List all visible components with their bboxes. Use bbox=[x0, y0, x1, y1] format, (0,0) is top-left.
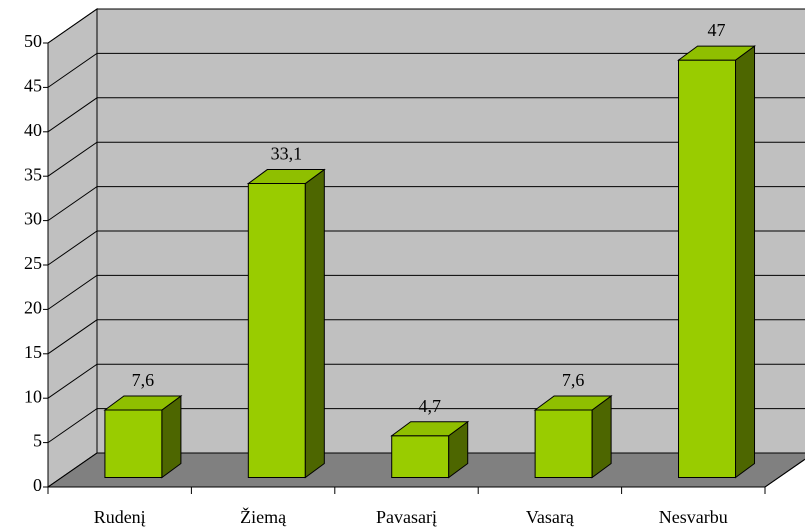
bar-side bbox=[735, 45, 756, 479]
y-tick-label: 35 bbox=[24, 164, 42, 184]
bar bbox=[390, 420, 470, 479]
bar-top bbox=[390, 421, 470, 437]
bar bbox=[533, 395, 613, 479]
grid-line bbox=[47, 52, 805, 88]
y-tick-label: 45 bbox=[24, 76, 42, 96]
bar-side bbox=[304, 168, 325, 479]
bar-front bbox=[247, 183, 306, 478]
grid-line bbox=[47, 230, 805, 266]
grid-line bbox=[47, 274, 805, 310]
bar bbox=[246, 168, 326, 479]
value-label: 33,1 bbox=[271, 144, 303, 164]
bar-top bbox=[676, 45, 757, 61]
bar-top bbox=[103, 395, 183, 411]
bar-front bbox=[678, 59, 737, 478]
grid-line bbox=[47, 186, 805, 222]
y-tick-label: 30 bbox=[24, 209, 42, 229]
value-label: 7,6 bbox=[562, 370, 585, 390]
y-tick-label: 5 bbox=[33, 431, 42, 451]
x-tick-label: Vasarą bbox=[526, 507, 575, 527]
grid-line bbox=[47, 363, 805, 399]
x-tick-label: Rudenį bbox=[94, 507, 146, 527]
y-tick-label: 10 bbox=[24, 386, 42, 406]
grid-line bbox=[47, 141, 805, 177]
bar-top bbox=[533, 395, 613, 411]
x-tick-label: Žiemą bbox=[240, 506, 287, 527]
value-label: 47 bbox=[708, 20, 726, 40]
bar-top bbox=[246, 169, 326, 185]
y-tick-label: 20 bbox=[24, 298, 42, 318]
y-tick-label: 50 bbox=[24, 31, 42, 51]
bar bbox=[676, 45, 757, 479]
y-tick-label: 25 bbox=[24, 253, 42, 273]
bar-front bbox=[534, 409, 593, 478]
bar-front bbox=[391, 435, 450, 478]
x-tick-label: Nesvarbu bbox=[659, 507, 728, 527]
bar-front bbox=[104, 409, 163, 478]
grid-line bbox=[47, 319, 805, 355]
value-label: 4,7 bbox=[418, 396, 441, 416]
grid-line bbox=[47, 8, 805, 44]
y-tick-label: 15 bbox=[24, 342, 42, 362]
bar bbox=[103, 395, 183, 479]
value-label: 7,6 bbox=[132, 370, 155, 390]
x-axis-edge bbox=[764, 459, 805, 488]
y-tick-label: 0 bbox=[33, 475, 42, 495]
grid-line bbox=[47, 97, 805, 133]
x-tick-label: Pavasarį bbox=[376, 507, 437, 527]
y-tick-label: 40 bbox=[24, 120, 42, 140]
